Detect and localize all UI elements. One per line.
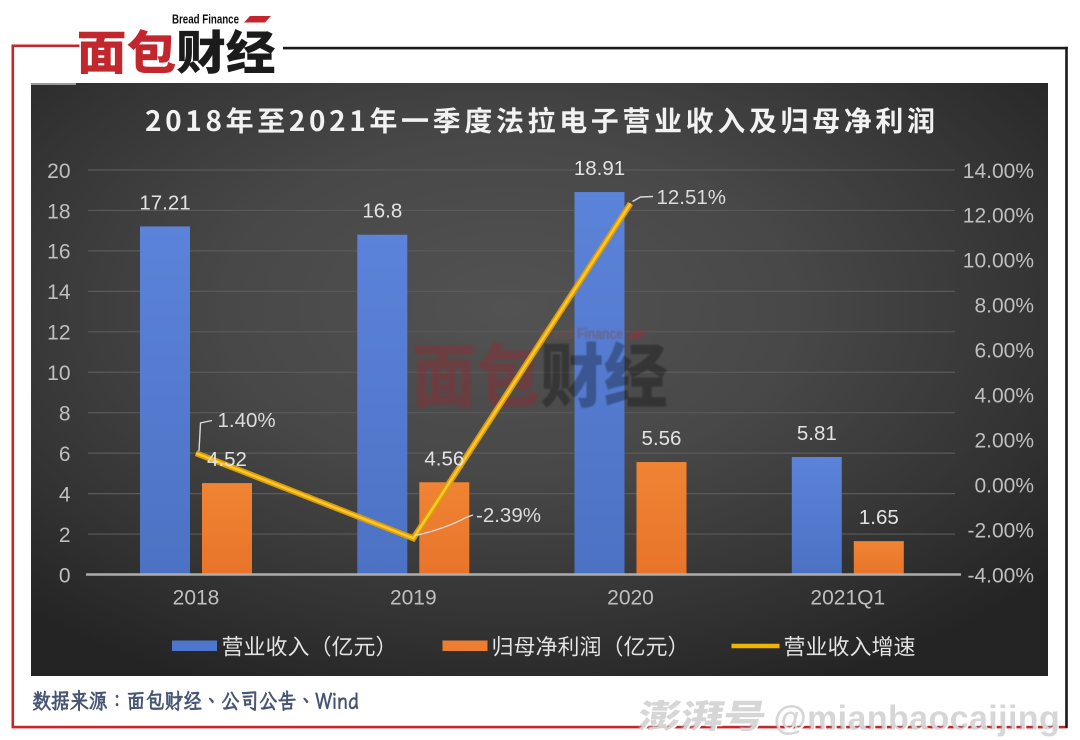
svg-text:12.00%: 12.00% <box>963 205 1034 228</box>
svg-text:1.65: 1.65 <box>859 506 899 529</box>
svg-text:@mianbaocaijing: @mianbaocaijing <box>775 701 1062 739</box>
svg-text:16: 16 <box>47 241 70 264</box>
svg-text:5.81: 5.81 <box>797 422 837 445</box>
svg-text:-4.00%: -4.00% <box>967 564 1034 587</box>
svg-text:2.00%: 2.00% <box>974 429 1034 452</box>
svg-text:0.00%: 0.00% <box>974 474 1034 497</box>
svg-text:-2.39%: -2.39% <box>476 504 541 527</box>
svg-text:17.21: 17.21 <box>139 191 190 214</box>
svg-text:14.00%: 14.00% <box>963 160 1034 183</box>
svg-text:2021Q1: 2021Q1 <box>810 587 885 610</box>
svg-text:14: 14 <box>47 281 71 304</box>
svg-text:16.8: 16.8 <box>362 200 402 223</box>
svg-text:2019: 2019 <box>390 587 437 610</box>
svg-text:18: 18 <box>47 200 70 223</box>
svg-text:Bread Finance: Bread Finance <box>172 13 239 27</box>
svg-text:6.00%: 6.00% <box>974 340 1034 363</box>
svg-text:2: 2 <box>59 524 71 547</box>
svg-text:2020: 2020 <box>607 587 654 610</box>
svg-text:4: 4 <box>59 483 71 506</box>
svg-text:18.91: 18.91 <box>574 157 625 180</box>
svg-text:-2.00%: -2.00% <box>967 519 1034 542</box>
svg-text:12: 12 <box>47 322 70 345</box>
svg-text:8: 8 <box>59 403 71 426</box>
svg-text:Bread Finance: Bread Finance <box>539 326 623 343</box>
svg-text:10: 10 <box>47 362 70 385</box>
svg-text:@mianbaocaijing: @mianbaocaijing <box>774 700 1061 738</box>
svg-text:0: 0 <box>59 564 71 587</box>
svg-text:2018: 2018 <box>173 587 220 610</box>
svg-text:8.00%: 8.00% <box>974 295 1034 318</box>
svg-text:4.52: 4.52 <box>207 448 247 471</box>
svg-text:1.40%: 1.40% <box>218 409 276 432</box>
svg-text:10.00%: 10.00% <box>963 250 1034 273</box>
svg-text:20: 20 <box>47 160 70 183</box>
svg-text:6: 6 <box>59 443 71 466</box>
svg-text:5.56: 5.56 <box>642 427 682 450</box>
svg-text:12.51%: 12.51% <box>657 186 727 209</box>
svg-text:4.00%: 4.00% <box>974 385 1034 408</box>
svg-text:4.56: 4.56 <box>424 447 464 470</box>
